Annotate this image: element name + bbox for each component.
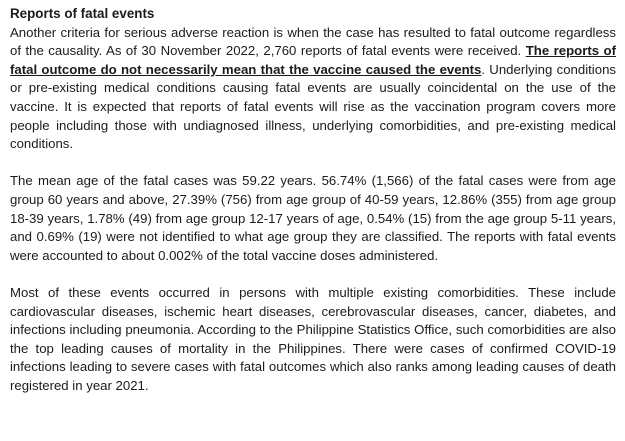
emphasized-disclaimer-text: The reports of fatal outcome do not nece… (10, 43, 617, 77)
section-heading: Reports of fatal events (10, 6, 155, 21)
paragraph-comorbidities: Most of these events occurred in persons… (10, 284, 616, 393)
paragraph-fatal-events-overview: Another criteria for serious adverse rea… (10, 24, 616, 154)
paragraph-run-normal: Another criteria for serious adverse rea… (10, 24, 616, 59)
paragraph-age-statistics: The mean age of the fatal cases was 59.2… (10, 173, 616, 263)
paragraph-run-normal: . Underlying conditions or pre-existing … (10, 61, 616, 152)
